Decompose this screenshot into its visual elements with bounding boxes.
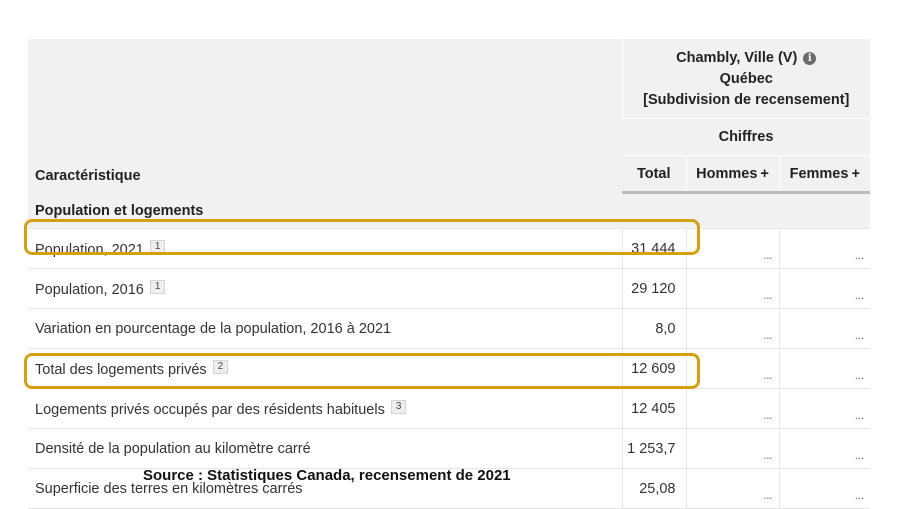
row-hommes: ... [685, 428, 779, 469]
table-row: Logements privés occupés par des résiden… [28, 388, 870, 429]
chiffres-header: Chiffres [622, 118, 870, 156]
row-label: Densité de la population au kilomètre ca… [35, 440, 311, 457]
row-hommes: ... [685, 228, 779, 269]
row-hommes: ... [685, 468, 779, 509]
section-title: Population et logements [28, 192, 870, 229]
row-total: 1 253,7 [621, 428, 686, 469]
characteristic-header: Caractéristique [28, 39, 622, 193]
row-hommes: ... [685, 388, 779, 429]
row-label: Total des logements privés [35, 361, 207, 378]
row-femmes: ... [778, 348, 870, 389]
row-label: Superficie des terres en kilomètres carr… [35, 480, 303, 497]
row-label: Logements privés occupés par des résiden… [35, 401, 385, 418]
footnote-link[interactable]: 1 [149, 279, 166, 294]
source-caption: Source : Statistiques Canada, recensemen… [143, 467, 511, 484]
row-hommes: ... [685, 348, 779, 389]
geo-type: [Subdivision de recensement] [643, 91, 850, 108]
total-header: Total [622, 155, 686, 194]
section-row: Population et logements [28, 192, 870, 229]
geography-header: Chambly, Ville (V) i Québec [Subdivision… [621, 39, 870, 119]
footnote-link[interactable]: 2 [212, 359, 229, 374]
row-femmes: ... [778, 388, 870, 429]
row-total: 12 405 [621, 388, 686, 429]
table-row: Densité de la population au kilomètre ca… [28, 428, 870, 469]
expand-femmes-icon[interactable]: + [851, 165, 860, 182]
row-hommes: ... [685, 308, 779, 349]
row-femmes: ... [778, 268, 870, 309]
row-label: Variation en pourcentage de la populatio… [35, 320, 392, 337]
row-femmes: ... [778, 428, 870, 469]
hommes-header[interactable]: Hommes + [685, 155, 779, 194]
census-table: Caractéristique Chambly, Ville (V) i Qué… [28, 39, 870, 509]
row-femmes: ... [778, 228, 870, 269]
expand-hommes-icon[interactable]: + [760, 165, 769, 182]
row-hommes: ... [685, 268, 779, 309]
table-row: Population, 2016 1 29 120 ... ... [28, 268, 870, 309]
info-icon[interactable]: i [803, 51, 817, 65]
highlight-box-population-2021 [24, 219, 700, 255]
census-table-container: Caractéristique Chambly, Ville (V) i Qué… [28, 39, 870, 509]
highlight-box-occupied-dwellings [24, 353, 700, 389]
footnote-link[interactable]: 3 [390, 399, 407, 414]
femmes-header[interactable]: Femmes + [778, 155, 870, 194]
table-row: Variation en pourcentage de la populatio… [28, 308, 870, 349]
row-total: 25,08 [621, 468, 686, 509]
row-femmes: ... [778, 308, 870, 349]
table-row: Superficie des terres en kilomètres carr… [28, 468, 870, 509]
row-femmes: ... [778, 468, 870, 509]
geo-province: Québec [719, 70, 773, 87]
row-total: 29 120 [621, 268, 686, 309]
row-label: Population, 2016 [35, 281, 144, 298]
row-total: 8,0 [621, 308, 686, 349]
geo-name: Chambly, Ville (V) [676, 49, 798, 66]
